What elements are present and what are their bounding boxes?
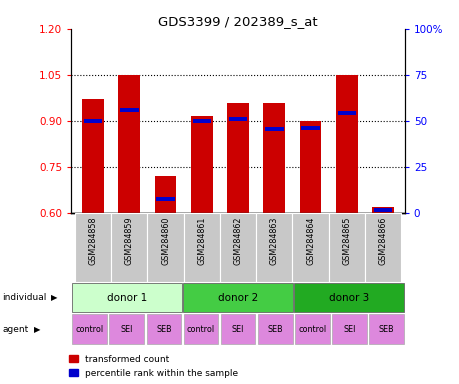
Bar <box>368 314 403 344</box>
Text: SEI: SEI <box>342 325 355 334</box>
Text: SEB: SEB <box>156 325 171 334</box>
Bar <box>109 314 144 344</box>
Bar <box>220 314 255 344</box>
Text: GSM284862: GSM284862 <box>233 217 242 265</box>
Bar <box>156 197 174 201</box>
Text: GSM284866: GSM284866 <box>378 217 387 265</box>
Text: agent: agent <box>2 325 28 334</box>
Bar <box>371 207 393 213</box>
Bar <box>120 108 138 112</box>
Bar <box>146 314 181 344</box>
Text: GSM284860: GSM284860 <box>161 217 170 265</box>
Text: ▶: ▶ <box>34 325 40 334</box>
Bar <box>147 213 183 282</box>
Text: GSM284859: GSM284859 <box>124 217 134 265</box>
Text: donor 3: donor 3 <box>328 293 369 303</box>
Bar <box>190 116 212 213</box>
Text: GSM284861: GSM284861 <box>197 217 206 265</box>
Bar <box>75 213 111 282</box>
Bar <box>256 213 292 282</box>
Bar <box>228 118 247 121</box>
Title: GDS3399 / 202389_s_at: GDS3399 / 202389_s_at <box>158 15 317 28</box>
Bar <box>183 314 218 344</box>
Text: donor 2: donor 2 <box>218 293 257 303</box>
Bar <box>257 314 292 344</box>
Text: GSM284863: GSM284863 <box>269 217 278 265</box>
Bar <box>118 75 140 213</box>
Bar <box>328 213 364 282</box>
Text: donor 1: donor 1 <box>106 293 147 303</box>
Bar <box>183 283 292 312</box>
Bar <box>335 75 357 213</box>
Text: control: control <box>297 325 325 334</box>
Text: GSM284864: GSM284864 <box>305 217 314 265</box>
Bar <box>183 213 219 282</box>
Bar <box>84 119 102 123</box>
Text: ▶: ▶ <box>50 293 57 302</box>
Text: SEB: SEB <box>267 325 282 334</box>
Bar <box>227 103 248 213</box>
Text: SEB: SEB <box>378 325 393 334</box>
Bar <box>111 213 147 282</box>
Bar <box>154 176 176 213</box>
Bar <box>294 314 329 344</box>
Bar <box>331 314 366 344</box>
Bar <box>72 283 181 312</box>
Bar <box>292 213 328 282</box>
Bar <box>364 213 400 282</box>
Bar <box>72 314 107 344</box>
Bar <box>264 127 283 131</box>
Text: control: control <box>186 325 215 334</box>
Bar <box>263 103 285 213</box>
Bar <box>82 99 104 213</box>
Bar <box>192 119 211 123</box>
Legend: transformed count, percentile rank within the sample: transformed count, percentile rank withi… <box>69 355 238 377</box>
Bar <box>337 111 355 115</box>
Bar <box>301 126 319 130</box>
Text: GSM284865: GSM284865 <box>341 217 351 265</box>
Bar <box>299 121 321 213</box>
Text: SEI: SEI <box>231 325 244 334</box>
Bar <box>294 283 403 312</box>
Text: individual: individual <box>2 293 46 302</box>
Text: control: control <box>76 325 104 334</box>
Bar <box>219 213 256 282</box>
Text: GSM284858: GSM284858 <box>89 217 97 265</box>
Text: SEI: SEI <box>120 325 133 334</box>
Bar <box>373 208 392 212</box>
